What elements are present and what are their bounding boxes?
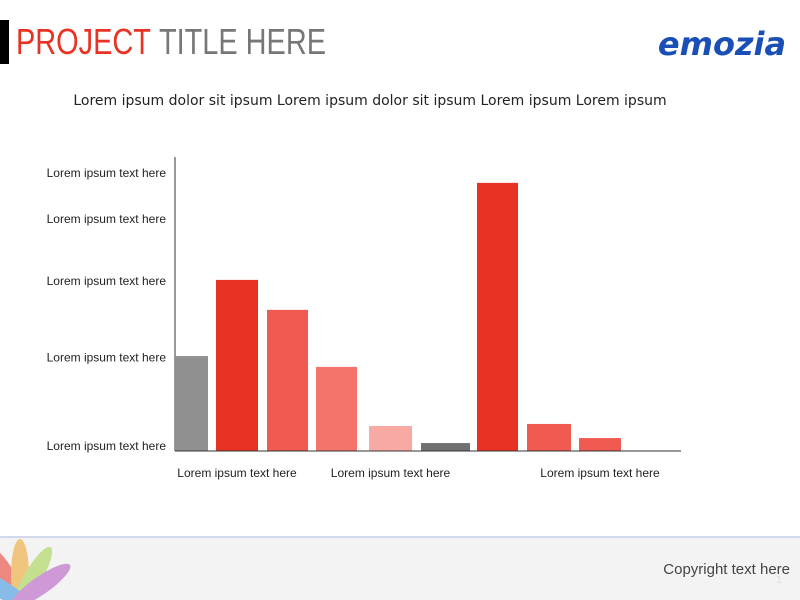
y-tick-label: Lorem ipsum text here [47,439,167,453]
bar [267,309,308,451]
y-tick-label: Lorem ipsum text here [47,212,167,226]
bar [579,438,621,451]
bar [527,423,571,451]
y-tick-label: Lorem ipsum text here [47,350,167,364]
flower-decoration [0,539,71,600]
copyright: Copyright text here [663,561,790,578]
bar [421,443,470,451]
footer-band [0,537,800,600]
bar [369,426,412,451]
title-accent: PROJECT [16,21,151,62]
x-tick-label: Lorem ipsum text here [331,466,451,480]
logo: emozia [658,25,786,63]
page-number: 1 [776,575,782,586]
y-tick-label: Lorem ipsum text here [47,166,167,180]
y-tick-label: Lorem ipsum text here [47,274,167,288]
bar [316,366,357,451]
bar [175,356,208,451]
bar [477,182,518,451]
title-marker [0,20,9,64]
subtitle: Lorem ipsum dolor sit ipsum Lorem ipsum … [73,93,666,109]
x-tick-label: Lorem ipsum text here [177,466,297,480]
bar [216,279,258,451]
x-tick-label: Lorem ipsum text here [540,466,660,480]
page-title: PROJECTTITLE HERE [16,21,326,62]
title-rest: TITLE HERE [159,21,326,62]
